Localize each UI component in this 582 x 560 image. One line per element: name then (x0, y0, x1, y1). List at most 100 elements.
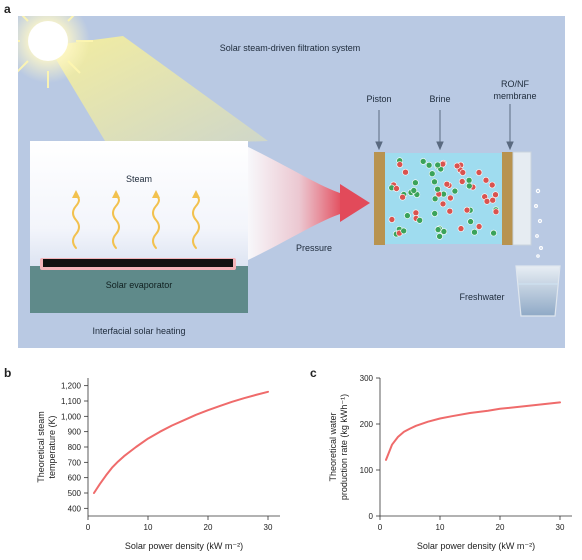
molecule (431, 210, 439, 217)
steam-wave-arrowheads (72, 190, 200, 198)
molecule (490, 229, 497, 237)
filtration-diagram: Solar steam-driven filtration system Ste… (18, 16, 565, 348)
chart-b-y-tick-label: 800 (68, 443, 82, 452)
chart-b-series-line (93, 390, 269, 494)
molecule (463, 206, 471, 214)
molecule (428, 170, 436, 177)
chart-c-y-tick-label: 0 (369, 512, 374, 521)
molecule (436, 233, 443, 240)
molecule (431, 178, 438, 186)
chart-c-y-axis-label-line1: Theoretical water (328, 412, 338, 481)
molecule (393, 185, 400, 192)
molecule (434, 185, 441, 193)
chart-b-x-tick-label: 30 (264, 523, 273, 532)
molecule (465, 182, 473, 190)
chart-c-x-tick-label: 0 (378, 523, 383, 532)
chart-b-x-axis-label: Solar power density (kW m⁻²) (125, 541, 243, 551)
pressure-arrow-head (340, 184, 370, 222)
water-production-chart: 0 100 200 300 0 10 20 30 Solar power density (kW… (328, 374, 572, 551)
molecule (457, 225, 465, 232)
molecule (399, 193, 406, 201)
chart-b-y-axis-label-line2: temperature (K) (47, 415, 57, 478)
chart-b-y-tick-label: 900 (68, 428, 82, 437)
chart-c-series-line (385, 401, 561, 461)
steam-label: Steam (126, 174, 152, 184)
molecule (458, 178, 466, 185)
panel-c-letter: c (310, 366, 317, 380)
molecule (439, 200, 447, 208)
molecule (467, 218, 474, 225)
chart-c-x-tick-label: 20 (496, 523, 505, 532)
freshwater-glass-icon (515, 265, 561, 317)
molecule (489, 196, 497, 204)
molecule (459, 169, 467, 176)
chart-c-y-axis-label-line2: production rate (kg kWh⁻¹) (339, 394, 349, 500)
chart-c-x-tick-label: 10 (436, 523, 445, 532)
panel-b-letter: b (4, 366, 12, 380)
molecule (388, 216, 396, 223)
chart-c-y-tick-label: 300 (360, 374, 374, 383)
chart-b-y-tick-label: 400 (68, 504, 82, 513)
chart-b-x-tick-label: 10 (144, 523, 153, 532)
molecule (451, 187, 459, 195)
steam-plume (246, 146, 343, 261)
molecule (412, 179, 419, 186)
chart-b-x-tick-label: 20 (204, 523, 213, 532)
chart-b-y-tick-label: 600 (68, 474, 82, 483)
freshwater-droplets (533, 188, 543, 258)
label-arrows (375, 104, 514, 151)
molecule (412, 209, 420, 217)
membrane-holder (502, 152, 513, 245)
panel-a-letter: a (4, 2, 11, 16)
molecule (483, 198, 491, 205)
chart-b-y-tick-label: 700 (68, 458, 82, 467)
molecule (446, 207, 454, 215)
ro-nf-membrane (512, 151, 532, 246)
freshwater-label: Freshwater (459, 292, 504, 302)
molecule (475, 169, 483, 176)
heating-label: Interfacial solar heating (92, 326, 185, 336)
molecule (440, 228, 448, 235)
solar-evaporator (43, 259, 233, 267)
molecule (492, 208, 500, 215)
sun-beam (48, 36, 268, 146)
molecule (488, 181, 496, 189)
chart-b-x-tick-label: 0 (86, 523, 91, 532)
chart-b-y-axis-label-line1: Theoretical steam (36, 411, 46, 483)
molecule (453, 162, 461, 170)
molecule (471, 228, 478, 236)
evaporator-base (30, 266, 248, 313)
molecule (447, 194, 454, 202)
molecule (465, 177, 473, 184)
diagram-title: Solar steam-driven filtration system (220, 43, 361, 53)
chart-c-y-tick-label: 200 (360, 420, 374, 429)
pressure-label: Pressure (296, 243, 332, 253)
molecule (482, 176, 490, 184)
molecule (416, 217, 424, 224)
steam-wave-icons (72, 195, 200, 249)
brine-label: Brine (429, 94, 450, 104)
molecule (434, 161, 442, 169)
molecule (431, 195, 439, 203)
chart-b-y-tick-label: 1,200 (61, 382, 82, 391)
evaporator-label: Solar evaporator (106, 280, 173, 290)
steam-chamber (30, 141, 248, 266)
molecule (475, 223, 483, 230)
membrane-label-line1: RO/NF (501, 79, 530, 89)
piston (374, 152, 385, 245)
piston-label: Piston (366, 94, 391, 104)
molecule (396, 161, 404, 168)
chart-b-y-tick-label: 1,100 (61, 397, 82, 406)
molecule (410, 187, 418, 194)
molecule (492, 191, 499, 198)
chart-c-x-tick-label: 30 (556, 523, 565, 532)
molecule (434, 226, 442, 233)
molecule (425, 161, 433, 169)
chart-c-y-tick-label: 100 (360, 466, 374, 475)
membrane-label-line2: membrane (493, 91, 536, 101)
steam-temperature-chart: 400 500 600 700 800 900 1,000 1,100 1,200 0 10 20 30… (36, 378, 280, 551)
molecule (443, 180, 451, 188)
molecule (419, 158, 427, 165)
chart-b-y-tick-label: 1,000 (61, 412, 82, 421)
molecule (400, 227, 408, 235)
